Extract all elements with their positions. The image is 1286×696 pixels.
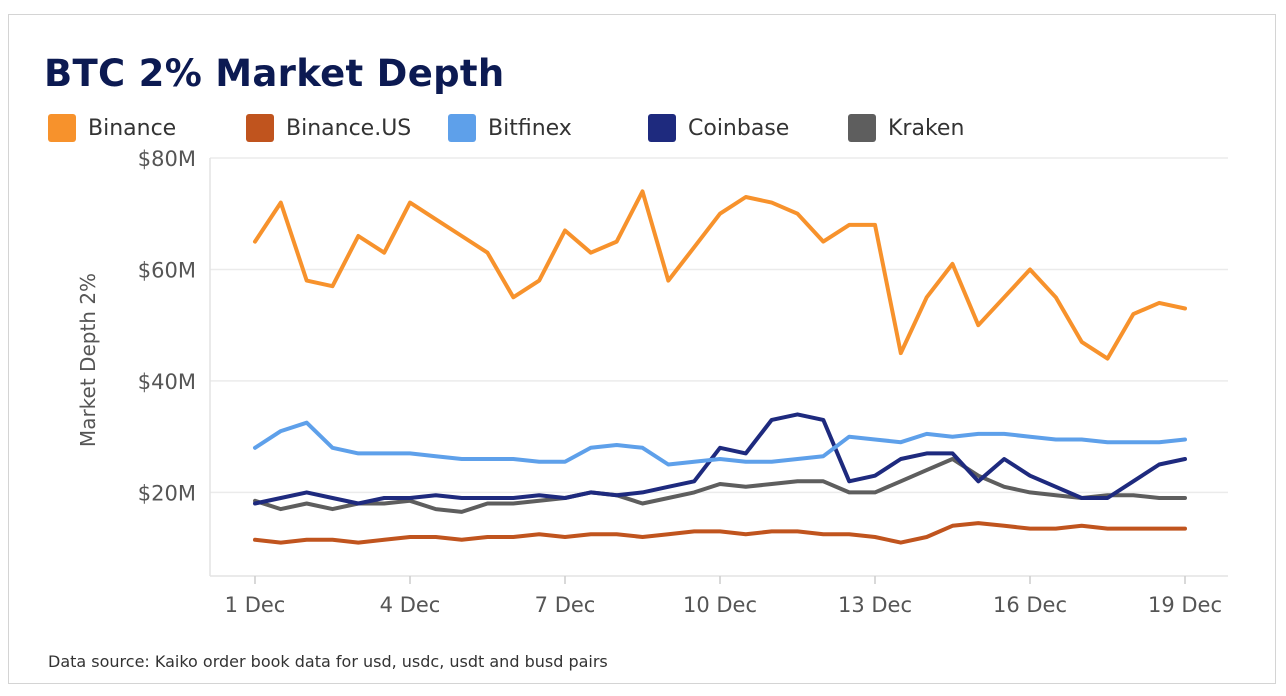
series-line-binance	[253, 189, 1187, 361]
x-tick-label: 16 Dec	[993, 593, 1067, 617]
legend-swatch	[848, 114, 876, 142]
series-line-binance-us	[253, 521, 1187, 545]
legend-item-bitfinex[interactable]: Bitfinex	[448, 114, 572, 142]
y-axis-title: Market Depth 2%	[76, 273, 100, 447]
legend-item-coinbase[interactable]: Coinbase	[648, 114, 789, 142]
legend-swatch	[48, 114, 76, 142]
x-tick-label: 7 Dec	[535, 593, 596, 617]
legend-item-binance-us[interactable]: Binance.US	[246, 114, 411, 142]
legend-label: Coinbase	[688, 115, 790, 141]
y-tick-label: $80M	[138, 147, 196, 171]
y-tick-label: $60M	[138, 258, 196, 282]
legend-item-binance[interactable]: Binance	[48, 114, 176, 142]
legend-swatch	[246, 114, 274, 142]
x-tick-label: 4 Dec	[380, 593, 441, 617]
series-line-bitfinex	[253, 420, 1187, 467]
series-line-coinbase	[253, 412, 1187, 506]
legend-label: Binance	[88, 115, 177, 141]
x-tick-label: 19 Dec	[1148, 593, 1222, 617]
x-tick-label: 1 Dec	[225, 593, 286, 617]
x-tick-label: 13 Dec	[838, 593, 912, 617]
legend-label: Kraken	[888, 115, 965, 141]
legend-label: Bitfinex	[488, 115, 572, 141]
legend-item-kraken[interactable]: Kraken	[848, 114, 964, 142]
y-tick-label: $40M	[138, 370, 196, 394]
chart-title: BTC 2% Market Depth	[44, 52, 505, 95]
chart-card	[8, 14, 1276, 684]
series-line-kraken	[253, 457, 1187, 514]
y-tick-label: $20M	[138, 481, 196, 505]
legend-swatch	[448, 114, 476, 142]
data-source-note: Data source: Kaiko order book data for u…	[48, 652, 608, 671]
legend-label: Binance.US	[286, 115, 412, 141]
legend-swatch	[648, 114, 676, 142]
x-tick-label: 10 Dec	[683, 593, 757, 617]
